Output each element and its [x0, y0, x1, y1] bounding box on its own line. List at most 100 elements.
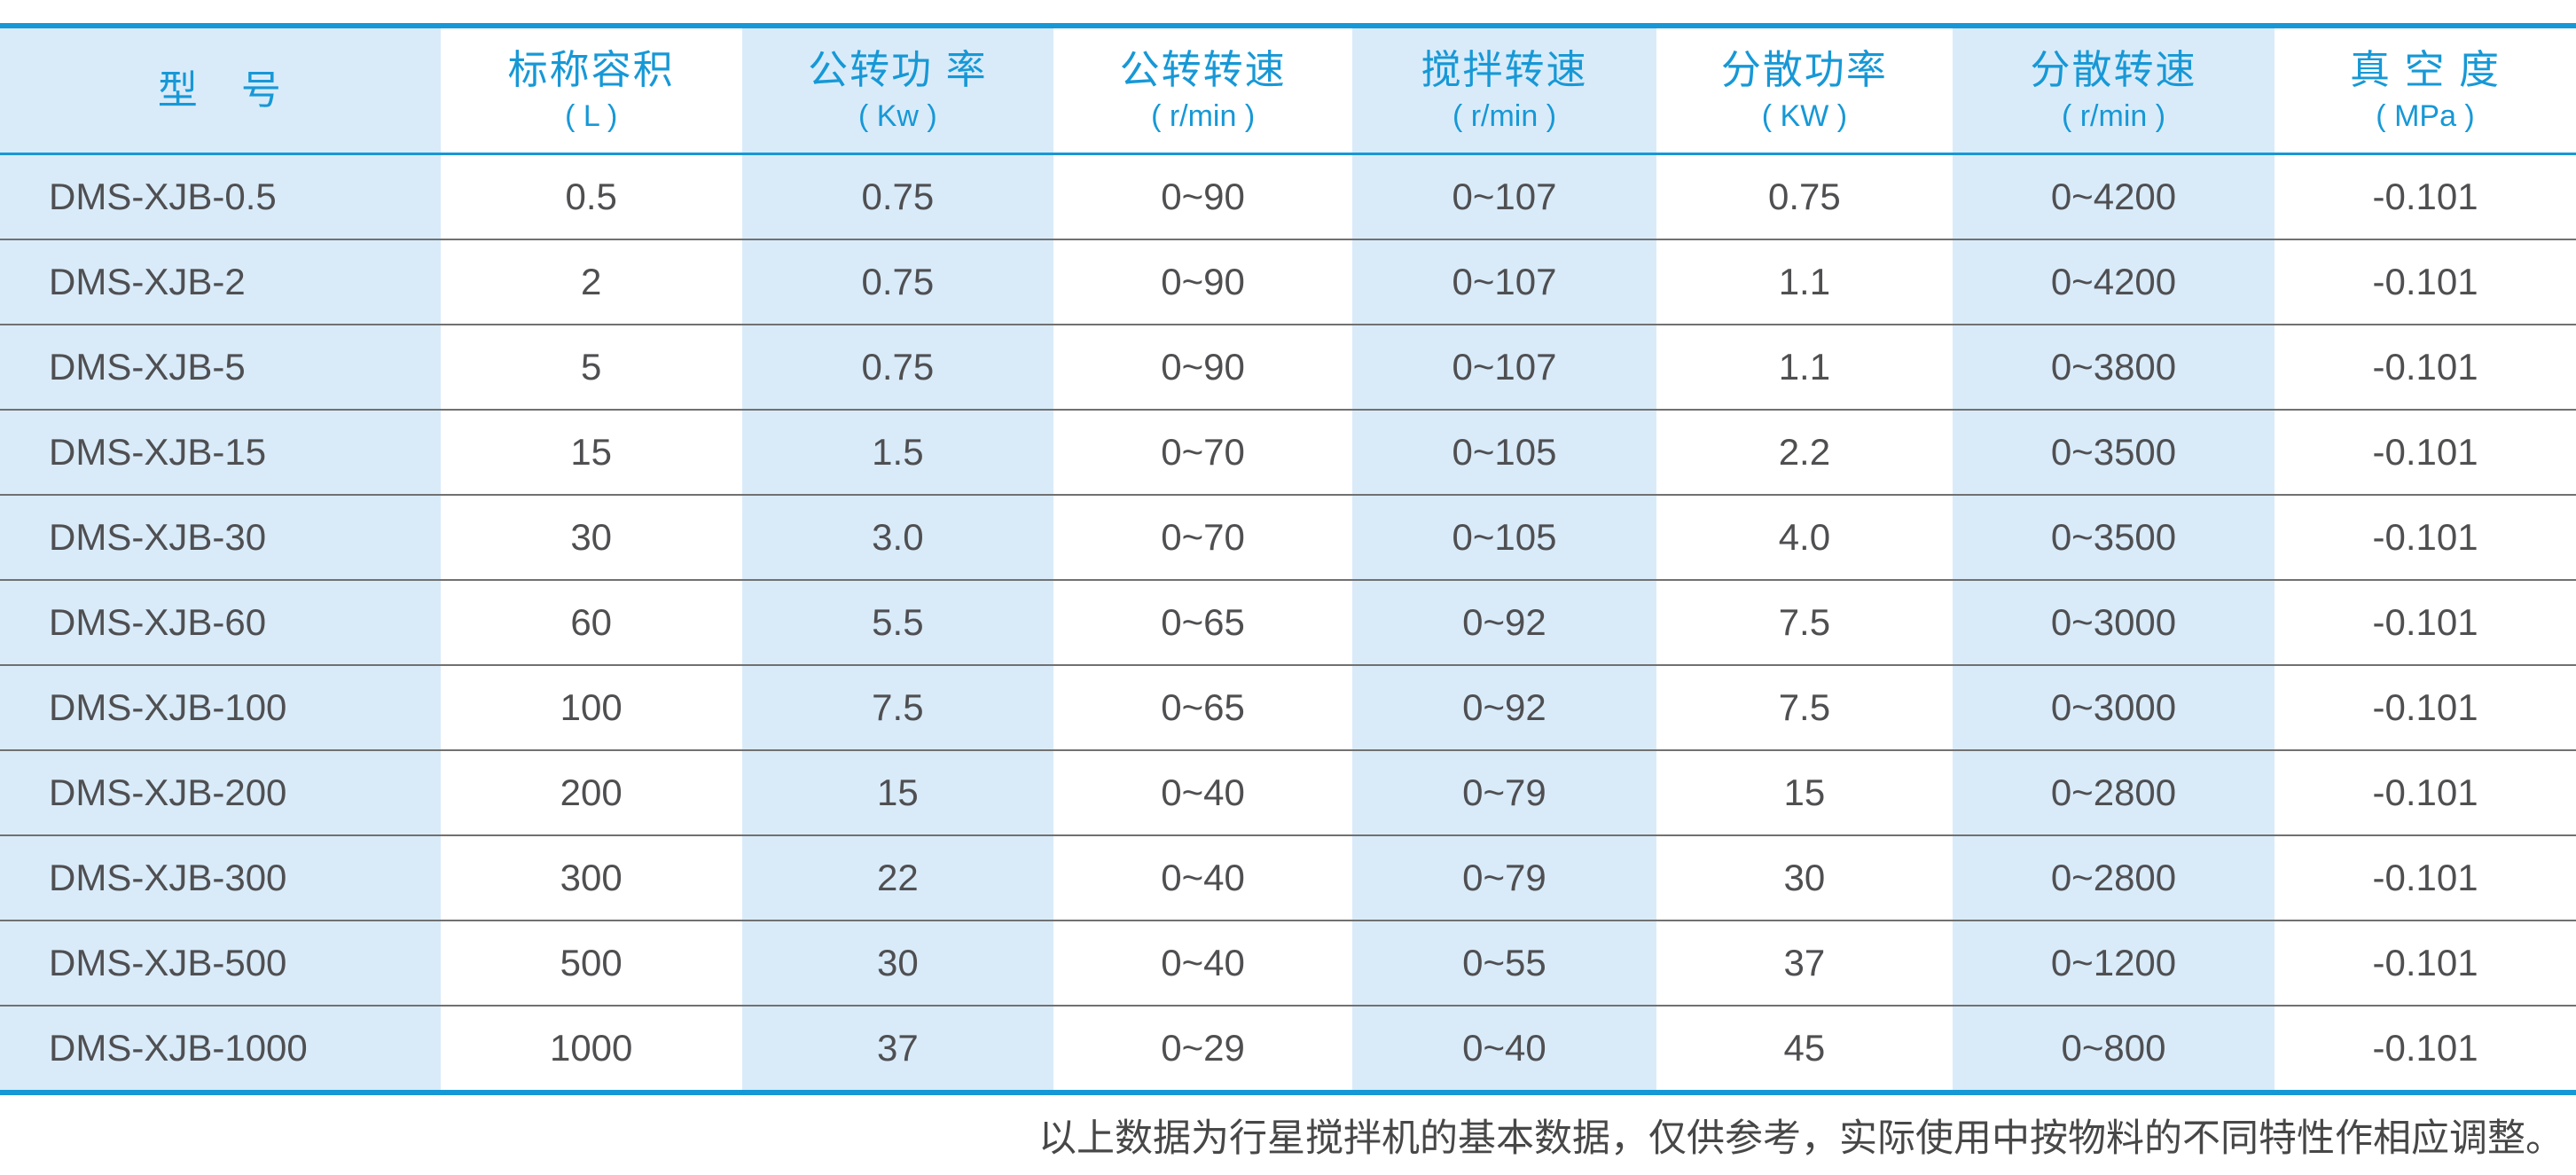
column-header-6: 分散功率 ( KW ) [1656, 26, 1953, 155]
value-cell: 5.5 [741, 579, 1054, 665]
value-cell: 15 [1656, 749, 1953, 835]
value-cell: 15 [741, 749, 1054, 835]
column-title: 分散功率 [1720, 47, 1888, 92]
value-cell: 0.75 [741, 153, 1054, 239]
column-unit: ( r/min ) [1452, 99, 1557, 133]
value-cell: -0.101 [2275, 494, 2576, 580]
value-cell: 0~4200 [1952, 153, 2275, 239]
value-cell: -0.101 [2275, 920, 2576, 1006]
value-cell: 1000 [440, 1005, 742, 1093]
value-cell: 5 [440, 324, 742, 410]
value-cell: 0~90 [1053, 239, 1353, 325]
table-row: DMS-XJB-15 15 1.5 0~70 0~105 2.2 0~3500 -0.101 [0, 409, 2576, 495]
model-cell: DMS-XJB-5 [0, 324, 441, 410]
column-header-2: 标称容积 ( L ) [440, 26, 742, 155]
value-cell: 2.2 [1656, 409, 1953, 495]
value-cell: -0.101 [2372, 176, 2478, 217]
value-cell: -0.101 [2275, 324, 2576, 410]
column-header-4: 公转转速 ( r/min ) [1053, 26, 1353, 155]
value-cell: 1.5 [741, 409, 1054, 495]
value-cell: 500 [440, 920, 742, 1006]
value-cell: 2 [440, 239, 742, 325]
value-cell: 4.0 [1656, 494, 1953, 580]
column-header-3: 公转功 率 ( Kw ) [741, 26, 1054, 155]
model-cell: DMS-XJB-30 [0, 494, 441, 580]
model-cell: DMS-XJB-300 [0, 834, 441, 920]
value-cell: 0~800 [1952, 1005, 2275, 1093]
value-cell: 0~107 [1352, 153, 1656, 239]
value-cell: 300 [440, 834, 742, 920]
value-cell: 30 [741, 920, 1054, 1006]
value-cell: 0.5 [565, 176, 617, 217]
column-unit: ( KW ) [1761, 99, 1848, 133]
table-row: DMS-XJB-200 200 15 0~40 0~79 15 0~2800 -0.101 [0, 749, 2576, 835]
value-cell: 0~105 [1352, 409, 1656, 495]
column-title: 公转功 率 [808, 47, 988, 92]
table-row: DMS-XJB-60 60 5.5 0~65 0~92 7.5 0~3000 -0.101 [0, 579, 2576, 665]
column-title: 公转转速 [1119, 47, 1287, 92]
value-cell: 37 [1656, 920, 1953, 1006]
value-cell: 37 [741, 1005, 1054, 1093]
table-body: DMS-XJB-0.5 0.5 0.75 0~90 0~107 0.75 0~4200 -0.… [0, 153, 2576, 1093]
value-cell: 0.75 [741, 239, 1054, 325]
value-cell: 60 [440, 579, 742, 665]
value-cell: 100 [440, 664, 742, 750]
value-cell: 0~79 [1352, 834, 1656, 920]
column-title: 标称容积 [507, 47, 675, 92]
value-cell: -0.101 [2275, 239, 2576, 325]
column-header-1: 型 号 [0, 26, 441, 155]
table-row: DMS-XJB-100 100 7.5 0~65 0~92 7.5 0~3000 -0.101 [0, 664, 2576, 750]
value-cell: 0~92 [1352, 579, 1656, 665]
value-cell: 0~90 [1161, 176, 1245, 217]
value-cell: 200 [440, 749, 742, 835]
value-cell: -0.101 [2275, 749, 2576, 835]
value-cell: 0~70 [1053, 494, 1353, 580]
column-title: 搅拌转速 [1421, 47, 1588, 92]
table-row: DMS-XJB-300 300 22 0~40 0~79 30 0~2800 -0.101 [0, 834, 2576, 920]
value-cell: 0~40 [1053, 920, 1353, 1006]
model-cell: DMS-XJB-60 [0, 579, 441, 665]
value-cell: 0.75 [741, 324, 1054, 410]
table-row: DMS-XJB-2 2 0.75 0~90 0~107 1.1 0~4200 -0.101 [0, 239, 2576, 325]
value-cell: 0~55 [1352, 920, 1656, 1006]
value-cell: 0~4200 [1952, 239, 2275, 325]
column-unit: ( MPa ) [2376, 99, 2475, 133]
value-cell: 0~3500 [1952, 494, 2275, 580]
value-cell: 0~3800 [1952, 324, 2275, 410]
value-cell: 0~3000 [1952, 579, 2275, 665]
column-header-7: 分散转速 ( r/min ) [1952, 26, 2275, 155]
value-cell: 0~65 [1053, 579, 1353, 665]
value-cell: 0~90 [1053, 324, 1353, 410]
value-cell: 0~65 [1053, 664, 1353, 750]
column-header-8: 真 空 度 ( MPa ) [2275, 26, 2576, 155]
value-cell: 0~40 [1053, 749, 1353, 835]
value-cell: 0~2800 [1952, 834, 2275, 920]
footnote: 以上数据为行星搅拌机的基本数据，仅供参考，实际使用中按物料的不同特性作相应调整。 [1038, 1118, 2564, 1160]
model-cell: DMS-XJB-0.5 [0, 153, 441, 239]
table-row: DMS-XJB-1000 1000 37 0~29 0~40 45 0~800 -0.101 [0, 1005, 2576, 1093]
value-cell: 0~29 [1053, 1005, 1353, 1093]
value-cell: 7.5 [1656, 579, 1953, 665]
value-cell: 0~107 [1352, 239, 1656, 325]
value-cell: -0.101 [2275, 579, 2576, 665]
column-unit: ( Kw ) [857, 99, 937, 133]
model-cell: DMS-XJB-500 [0, 920, 441, 1006]
model-cell: DMS-XJB-1000 [0, 1005, 441, 1093]
value-cell: 3.0 [741, 494, 1054, 580]
value-cell: 0~3000 [1952, 664, 2275, 750]
column-unit: ( r/min ) [2061, 99, 2166, 133]
value-cell: 0~92 [1352, 664, 1656, 750]
value-cell: -0.101 [2275, 834, 2576, 920]
column-unit: ( L ) [565, 99, 618, 133]
value-cell: -0.101 [2275, 1005, 2576, 1093]
spec-table: 型 号标称容积( L ) 公转功 率( Kw ) 公转转速( r/min ) 搅拌转速… [0, 23, 2576, 1095]
value-cell: 0~2800 [1952, 749, 2275, 835]
value-cell: 0~105 [1352, 494, 1656, 580]
value-cell: 0~1200 [1952, 920, 2275, 1006]
value-cell: 30 [1656, 834, 1953, 920]
column-title: 型 号 [157, 67, 283, 113]
value-cell: 0.75 [1768, 176, 1841, 217]
model-cell: DMS-XJB-100 [0, 664, 441, 750]
column-header-5: 搅拌转速 ( r/min ) [1352, 26, 1656, 155]
table-row: DMS-XJB-0.5 0.5 0.75 0~90 0~107 0.75 0~4200 -0.… [0, 153, 2576, 239]
